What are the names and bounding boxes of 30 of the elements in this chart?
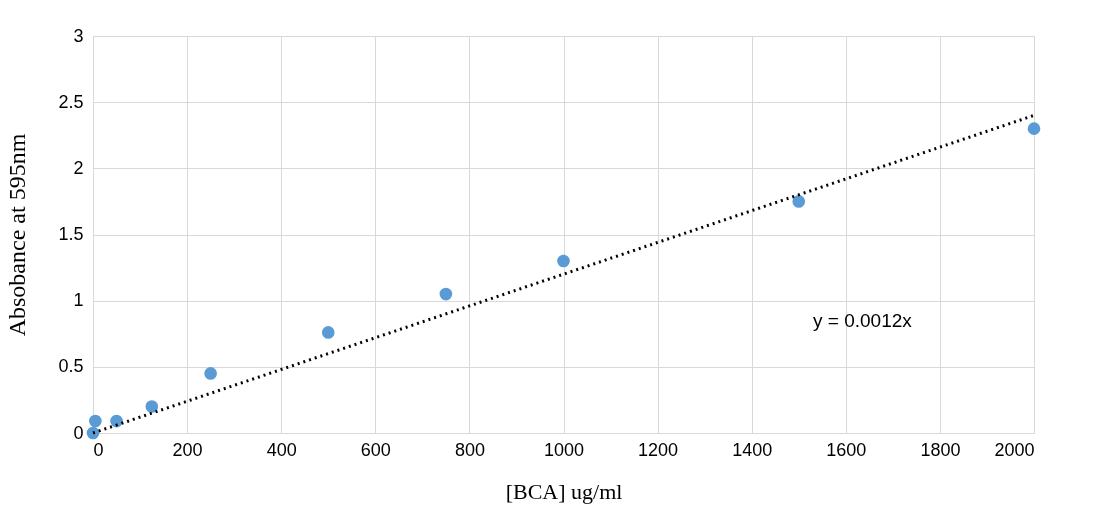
y-tick-label: 1	[73, 290, 84, 311]
x-tick-label: 1000	[543, 439, 585, 460]
point	[792, 195, 806, 208]
point	[86, 426, 100, 440]
x-axis-title: [BCA] ug/ml	[505, 478, 623, 504]
y-tick-label: 3	[73, 25, 84, 46]
x-tick-label: 400	[266, 439, 297, 460]
x-tick-label: 1600	[826, 439, 867, 460]
x-tick-label: 200	[172, 439, 203, 460]
point	[321, 326, 335, 339]
y-tick-label: 0.5	[58, 356, 84, 377]
y-tick-label: 2	[73, 157, 84, 178]
x-tick-label: 1400	[732, 439, 773, 460]
point	[557, 254, 570, 268]
annotation: y = 0.0012x	[813, 310, 913, 331]
y-tick-label: 0	[73, 422, 84, 443]
x-tick-label: 600	[360, 439, 391, 460]
point	[1027, 122, 1041, 135]
y-tick-label: 1.5	[58, 224, 84, 244]
x-tick-label: 1800	[920, 439, 961, 460]
point	[439, 287, 453, 301]
x-tick-label: 800	[454, 439, 485, 460]
point	[145, 400, 159, 413]
x-tick-label: 0	[93, 439, 104, 460]
y-tick-label: 2.5	[58, 91, 84, 112]
x-tick-label: 2000	[994, 439, 1035, 460]
x-tick-label: 1200	[638, 439, 679, 460]
point	[89, 414, 102, 428]
point	[204, 367, 217, 380]
y-axis-title: Absobance at 595nm	[4, 133, 31, 337]
